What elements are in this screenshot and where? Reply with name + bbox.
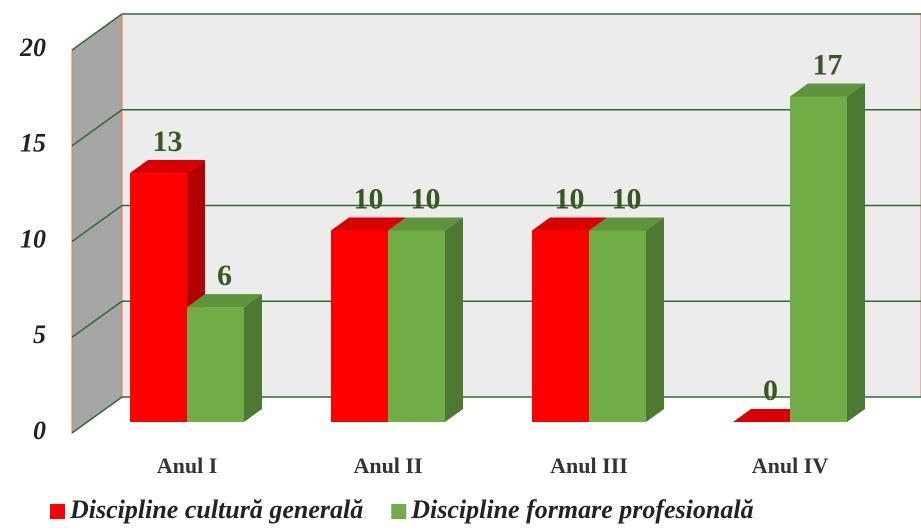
grid-line — [71, 204, 123, 243]
legend-label: Discipline cultură generală — [69, 495, 363, 524]
y-tick-label: 15 — [20, 129, 46, 158]
bar-side — [847, 83, 865, 422]
grid-line — [71, 300, 123, 338]
grid-line — [71, 13, 123, 51]
bar-top — [790, 83, 865, 97]
bar-top — [130, 160, 205, 174]
value-label: 10 — [555, 182, 585, 215]
bar — [388, 230, 445, 422]
legend-swatch — [391, 504, 407, 519]
legend-swatch — [50, 504, 65, 519]
bar-side — [244, 294, 262, 422]
value-label: 17 — [813, 48, 843, 81]
bar — [790, 96, 847, 422]
value-label: 10 — [411, 182, 441, 215]
bar — [130, 173, 187, 422]
bar-top — [733, 409, 808, 422]
bar — [589, 230, 646, 422]
x-tick-label: Anul II — [353, 453, 422, 478]
bar-top — [388, 217, 463, 231]
bar-top — [331, 217, 406, 231]
bar — [331, 230, 388, 422]
bar-side — [646, 217, 664, 422]
bar-top — [589, 217, 664, 231]
bar — [532, 230, 589, 422]
bar-top — [187, 294, 262, 308]
bar-top — [532, 217, 607, 231]
x-tick-label: Anul IV — [752, 453, 829, 478]
value-label: 10 — [612, 182, 642, 215]
value-label: 13 — [153, 125, 183, 158]
grid-line — [71, 396, 123, 434]
value-label: 10 — [354, 182, 384, 215]
x-tick-label: Anul I — [157, 453, 218, 478]
y-tick-label: 5 — [33, 320, 46, 349]
y-tick-label: 10 — [20, 224, 46, 253]
y-tick-label: 0 — [33, 416, 46, 445]
legend-label: Discipline formare profesională — [410, 495, 753, 524]
bar-side — [445, 217, 463, 422]
value-label: 6 — [217, 259, 232, 292]
grid-line — [71, 109, 123, 147]
x-tick-label: Anul III — [550, 453, 628, 478]
y-tick-label: 20 — [19, 33, 46, 62]
bar — [187, 307, 244, 422]
value-label: 0 — [763, 374, 778, 407]
